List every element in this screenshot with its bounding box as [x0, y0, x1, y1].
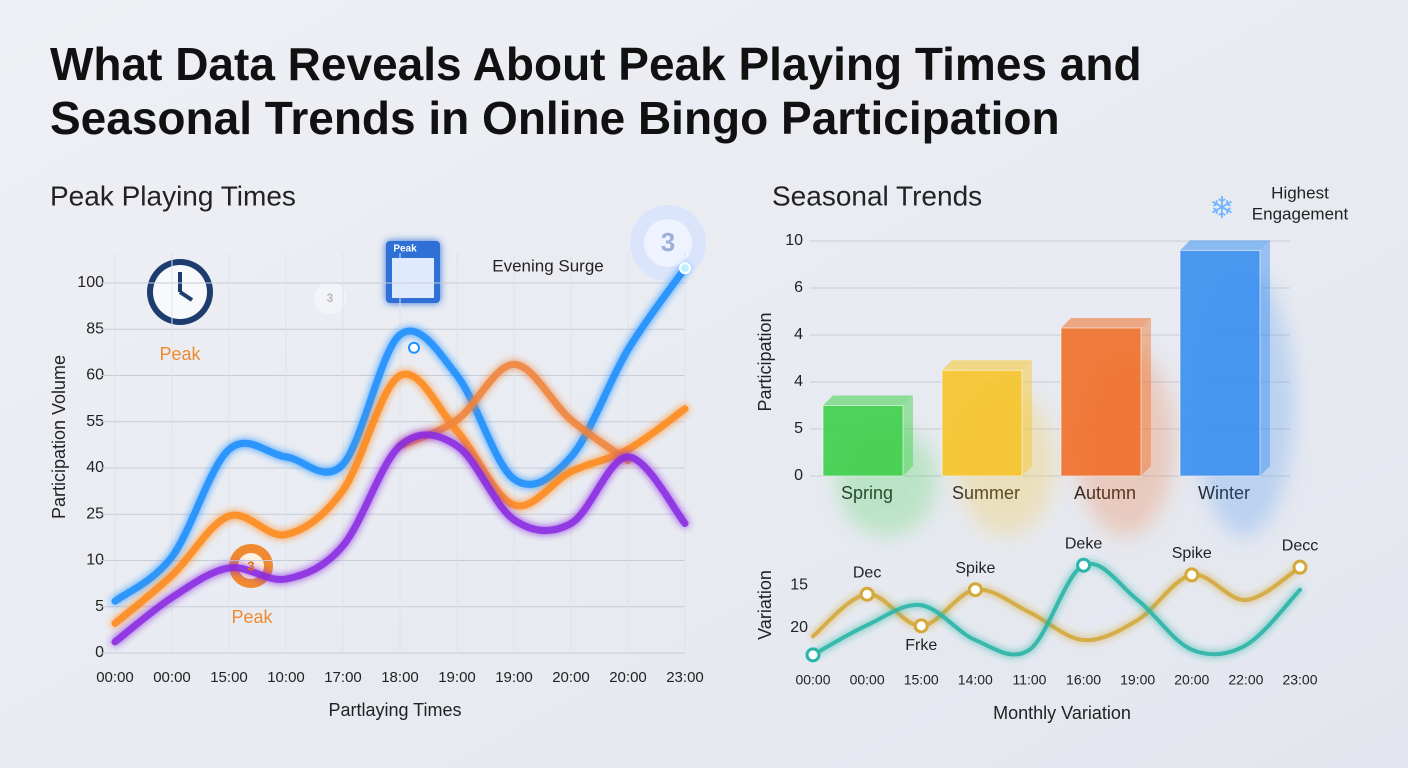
- chart-title: Seasonal Trends: [772, 180, 982, 211]
- annotation: 3: [661, 227, 675, 257]
- y-tick-label: 5: [794, 420, 803, 437]
- x-tick-label: 20:00: [552, 669, 590, 686]
- x-tick-label: 14:00: [958, 672, 993, 688]
- bar-top: [1061, 317, 1151, 328]
- x-tick-label: 19:00: [495, 669, 533, 686]
- y-tick-label: 60: [86, 367, 104, 384]
- point-label: Frke: [905, 637, 937, 654]
- page-title: Seasonal Trends in Online Bingo Particip…: [50, 92, 1060, 144]
- annotation: Peak: [159, 344, 201, 364]
- y-tick-label: 5: [95, 598, 104, 615]
- x-tick-label: 18:00: [381, 669, 419, 686]
- series-line: [111, 370, 689, 627]
- y-axis-label: Variation: [755, 570, 775, 640]
- bar-side: [1022, 360, 1032, 476]
- x-tick-label: 10:00: [267, 669, 305, 686]
- point-marker: [1292, 559, 1308, 575]
- point-label: Spike: [1172, 545, 1212, 562]
- y-tick-label: 15: [790, 576, 808, 593]
- chart-title: Peak Playing Times: [50, 180, 296, 211]
- point-marker: [1076, 557, 1092, 573]
- x-tick-label: 00:00: [153, 669, 191, 686]
- annotation: Evening Surge: [492, 256, 604, 275]
- bar-side: [903, 395, 913, 476]
- y-tick-label: 6: [794, 279, 803, 296]
- x-tick-label: 23:00: [666, 669, 704, 686]
- point-marker: [805, 647, 821, 663]
- point-label: Deke: [1065, 535, 1102, 552]
- clock-icon: [147, 259, 213, 325]
- bar-side: [1141, 317, 1151, 476]
- y-tick-label: 40: [86, 459, 104, 476]
- bar: [1060, 327, 1142, 477]
- x-tick-label: 16:00: [1066, 672, 1101, 688]
- series-line: [811, 565, 1302, 643]
- series-line: [396, 360, 632, 465]
- x-tick-label: 20:00: [1174, 672, 1209, 688]
- annotation: Peak: [231, 607, 273, 627]
- ball: [644, 219, 692, 267]
- x-axis-label: Partlaying Times: [328, 700, 461, 720]
- series-line: [111, 264, 689, 605]
- series-line: [811, 561, 1302, 657]
- y-tick-label: 0: [794, 467, 803, 484]
- annotation: Highest: [1271, 183, 1329, 202]
- bar: [941, 369, 1023, 477]
- y-axis-label: Participation Volume: [49, 355, 69, 519]
- y-tick-label: 10: [86, 552, 104, 569]
- bar-top: [942, 360, 1032, 371]
- point-marker: [913, 618, 929, 634]
- y-tick-label: 4: [794, 373, 803, 390]
- y-tick-label: 55: [86, 413, 104, 430]
- y-tick-label: 4: [794, 326, 803, 343]
- annotation: 3: [327, 291, 334, 305]
- x-tick-label: 20:00: [609, 669, 647, 686]
- point-marker: [679, 262, 691, 275]
- x-tick-label: 17:00: [324, 669, 362, 686]
- annotation: Engagement: [1252, 204, 1349, 223]
- y-tick-label: 20: [790, 619, 808, 636]
- x-tick-label: 15:00: [904, 672, 939, 688]
- x-tick-label: 23:00: [1282, 672, 1317, 688]
- x-tick-label: 22:00: [1228, 672, 1263, 688]
- point-marker: [859, 586, 875, 602]
- point-marker: [967, 582, 983, 598]
- point-label: Spike: [955, 560, 995, 577]
- bar-side: [1260, 240, 1270, 476]
- bar: [822, 405, 904, 477]
- annotation: 3: [247, 558, 254, 573]
- x-tick-label: 00:00: [96, 669, 134, 686]
- annotation: Peak: [393, 244, 417, 255]
- point-label: Dec: [853, 564, 881, 581]
- y-tick-label: 100: [77, 274, 104, 291]
- x-axis-label: Monthly Variation: [993, 703, 1131, 723]
- x-tick-label: 00:00: [795, 672, 830, 688]
- bar: [1179, 249, 1261, 477]
- y-tick-label: 85: [86, 320, 104, 337]
- x-tick-label: 15:00: [210, 669, 248, 686]
- page-title: What Data Reveals About Peak Playing Tim…: [50, 38, 1142, 90]
- x-tick-label: 11:00: [1012, 672, 1046, 688]
- point-marker: [408, 341, 420, 354]
- y-tick-label: 25: [86, 505, 104, 522]
- x-tick-label: 00:00: [850, 672, 885, 688]
- snowflake-icon: ❄: [1209, 192, 1234, 225]
- y-tick-label: 0: [95, 644, 104, 661]
- point-marker: [1184, 567, 1200, 583]
- x-tick-label: 19:00: [1120, 672, 1155, 688]
- series-line: [111, 431, 689, 646]
- bar-top: [823, 395, 913, 406]
- y-axis-label: Participation: [755, 312, 775, 411]
- x-tick-label: 19:00: [438, 669, 476, 686]
- ball: [314, 282, 346, 314]
- bar-top: [1180, 240, 1270, 251]
- point-label: Decc: [1282, 537, 1318, 554]
- y-tick-label: 10: [785, 232, 803, 249]
